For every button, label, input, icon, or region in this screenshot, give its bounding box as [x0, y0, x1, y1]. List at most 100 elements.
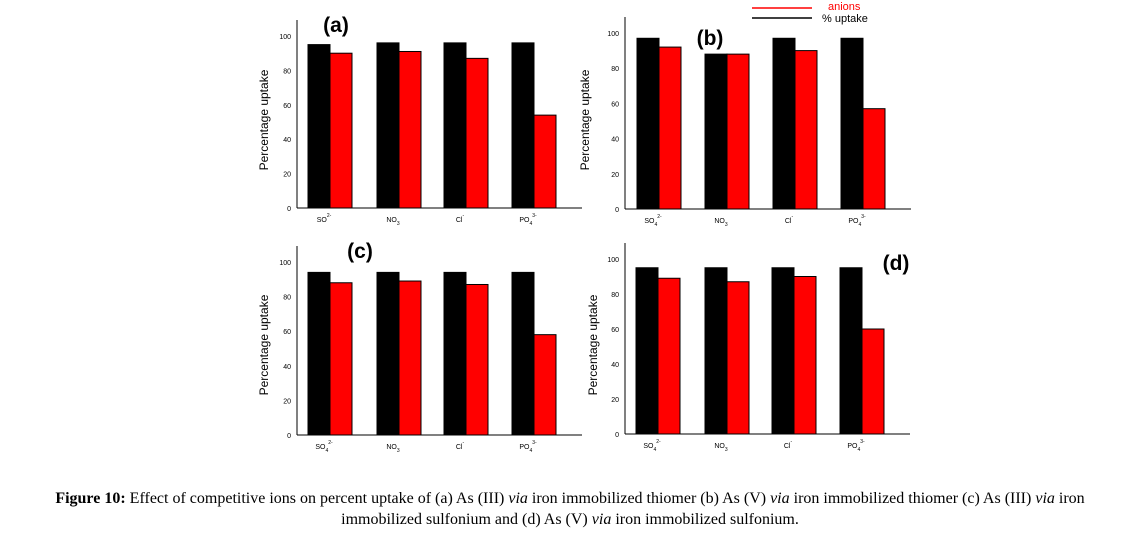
x-tick-base: Cl: [784, 443, 791, 450]
y-tick-label: 0: [615, 432, 619, 439]
x-tick-label: NO3: [386, 217, 400, 227]
y-tick-label: 20: [611, 397, 619, 404]
x-tick-label: SO42-: [644, 214, 662, 228]
x-tick-subscript: 3: [397, 221, 400, 227]
bar-anions: [657, 277, 681, 435]
y-axis-label: Percentage uptake: [586, 294, 600, 395]
bar-anions: [398, 50, 422, 209]
caption-text: Effect of competitive ions on percent up…: [126, 490, 1085, 528]
legend-label-uptake: % uptake: [822, 13, 868, 25]
x-tick-superscript: 3-: [532, 213, 537, 219]
y-tick-label: 100: [607, 257, 619, 264]
x-tick-label: Cl-: [784, 439, 793, 450]
legend: anions % uptake: [752, 1, 868, 25]
y-tick-label: 0: [287, 433, 291, 440]
x-tick-superscript: 3-: [860, 439, 865, 445]
x-tick-subscript: 4: [529, 448, 532, 454]
x-tick-subscript: 4: [654, 222, 657, 228]
figure-caption: Figure 10: Effect of competitive ions on…: [20, 488, 1120, 530]
y-tick-label: 100: [607, 31, 619, 38]
chart-panel-a: 0 20 40 60 80 100 Percentage uptake (a) SO2- NO3 C…: [257, 14, 582, 227]
x-tick-label: NO3: [386, 444, 400, 454]
panel-title: (c): [347, 240, 373, 263]
bar-anions: [465, 283, 489, 436]
y-tick-label: 0: [287, 206, 291, 213]
y-tick-label: 20: [611, 172, 619, 179]
x-tick-subscript: 4: [529, 221, 532, 227]
bar-anions: [398, 280, 422, 436]
bar-uptake: [376, 271, 400, 436]
x-tick-base: PO: [519, 217, 530, 224]
caption-label: Figure 10:: [55, 490, 126, 507]
x-tick-base: NO: [714, 218, 725, 225]
x-tick-superscript: 2-: [327, 213, 332, 219]
caption-segment: via: [1035, 490, 1055, 507]
bar-uptake: [511, 42, 535, 209]
x-tick-subscript: 4: [653, 447, 656, 453]
x-tick-superscript: -: [791, 214, 793, 220]
x-tick-superscript: -: [462, 440, 464, 446]
y-axis-label: Percentage uptake: [578, 69, 592, 170]
bar-anions: [329, 52, 353, 209]
y-tick-label: 40: [611, 362, 619, 369]
bar-uptake: [307, 44, 331, 209]
bar-anions: [861, 328, 885, 435]
y-tick-label: 40: [611, 137, 619, 144]
caption-segment: iron immobilized thiomer (c) As (III): [789, 490, 1036, 507]
x-tick-label: NO3: [714, 218, 728, 228]
x-tick-subscript: 4: [325, 448, 328, 454]
bar-anions: [465, 57, 489, 209]
y-tick-label: 40: [283, 364, 291, 371]
x-tick-base: Cl: [456, 444, 463, 451]
x-tick-label: PO43-: [847, 439, 865, 453]
bar-anions: [862, 108, 886, 210]
caption-segment: iron immobilized thiomer (b) As (V): [527, 490, 771, 507]
y-tick-label: 80: [283, 68, 291, 75]
x-tick-label: Cl-: [456, 213, 465, 224]
bar-anions: [794, 50, 818, 210]
bar-uptake: [840, 37, 864, 210]
x-tick-superscript: 2-: [657, 214, 662, 220]
bar-uptake: [511, 271, 535, 436]
x-tick-label: PO43-: [848, 214, 866, 228]
bar-anions: [533, 334, 557, 436]
x-tick-label: PO43-: [519, 440, 537, 454]
y-tick-label: 100: [279, 260, 291, 267]
x-tick-label: PO43-: [519, 213, 537, 227]
bar-uptake: [376, 42, 400, 209]
y-tick-label: 80: [283, 295, 291, 302]
x-tick-superscript: -: [462, 213, 464, 219]
x-tick-base: Cl: [456, 217, 463, 224]
y-tick-label: 60: [611, 327, 619, 334]
y-tick-label: 40: [283, 137, 291, 144]
x-tick-label: SO2-: [317, 213, 332, 224]
y-tick-label: 0: [615, 207, 619, 214]
bar-uptake: [772, 37, 796, 210]
bar-anions: [793, 276, 817, 435]
x-tick-superscript: -: [790, 439, 792, 445]
bar-uptake: [771, 267, 795, 435]
x-tick-label: SO42-: [643, 439, 661, 453]
x-tick-base: PO: [848, 218, 859, 225]
x-tick-base: SO: [317, 217, 328, 224]
y-tick-label: 80: [611, 66, 619, 73]
x-tick-base: PO: [519, 444, 530, 451]
x-tick-superscript: 2-: [656, 439, 661, 445]
x-tick-subscript: 3: [397, 448, 400, 454]
x-tick-superscript: 3-: [861, 214, 866, 220]
x-tick-subscript: 3: [725, 222, 728, 228]
caption-segment: via: [770, 490, 790, 507]
x-tick-label: Cl-: [456, 440, 465, 451]
y-tick-label: 60: [283, 103, 291, 110]
bar-uptake: [839, 267, 863, 435]
bar-uptake: [704, 267, 728, 435]
y-tick-label: 80: [611, 292, 619, 299]
x-tick-label: Cl-: [785, 214, 794, 225]
bar-anions: [726, 281, 750, 435]
x-tick-subscript: 4: [857, 447, 860, 453]
panel-title: (a): [323, 14, 349, 37]
bar-anions: [533, 114, 557, 209]
y-tick-label: 20: [283, 398, 291, 405]
